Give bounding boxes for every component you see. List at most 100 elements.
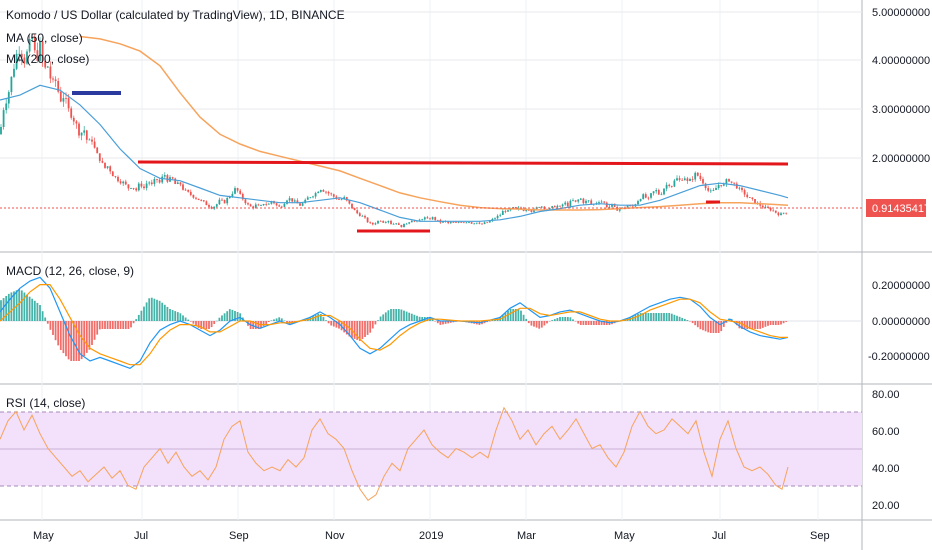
candle-body: [317, 191, 320, 194]
macd-hist-bar: [83, 321, 86, 356]
macd-hist-bar: [548, 321, 551, 322]
macd-hist-bar: [434, 321, 437, 322]
macd-hist-bar: [577, 321, 580, 324]
candle-body: [574, 200, 577, 202]
macd-hist-bar: [319, 314, 322, 321]
candle-body: [426, 217, 429, 219]
macd-hist-bar: [218, 317, 221, 321]
macd-hist-bar: [507, 310, 509, 321]
candle-body: [101, 160, 104, 163]
candle-body: [189, 191, 192, 195]
candle-body: [504, 211, 507, 212]
candle-body: [221, 199, 223, 201]
candle-body: [720, 185, 723, 186]
macd-hist-bar: [10, 292, 13, 321]
macd-hist-bar: [600, 321, 603, 325]
macd-hist-bar: [197, 321, 200, 328]
candle-body: [158, 179, 161, 183]
candle-body: [741, 187, 743, 191]
candle-body: [161, 176, 164, 183]
macd-hist-bar: [226, 311, 229, 321]
candle-body: [98, 153, 101, 161]
candle-body: [374, 223, 377, 225]
candle-body: [124, 181, 127, 185]
macd-hist-bar: [527, 321, 530, 324]
candle-body: [494, 218, 496, 220]
candle-body: [343, 197, 346, 200]
macd-hist-bar: [145, 302, 148, 321]
macd-hist-bar: [439, 321, 442, 325]
macd-hist-bar: [117, 321, 119, 329]
candle-body: [293, 200, 296, 202]
candle-body: [639, 199, 642, 202]
macd-hist-bar: [325, 320, 327, 321]
macd-hist-bar: [520, 310, 522, 321]
candle-body: [171, 177, 174, 179]
time-tick-jul-2018: Jul: [134, 530, 148, 542]
candle-body: [15, 53, 18, 69]
candle-body: [462, 222, 465, 224]
macd-hist-bar: [7, 293, 10, 321]
candle-body: [501, 211, 504, 215]
macd-hist-bar: [657, 313, 660, 321]
macd-hist-bar: [397, 309, 400, 321]
candle-body: [75, 121, 78, 124]
candle-body: [213, 206, 216, 209]
macd-hist-bar: [403, 310, 405, 321]
candle-body: [587, 200, 590, 202]
macd-hist-bar: [78, 321, 80, 361]
candle-body: [148, 182, 151, 184]
candle-body: [145, 183, 148, 189]
candle-body: [449, 222, 452, 224]
macd-hist-bar: [777, 321, 780, 325]
candle-body: [210, 206, 213, 209]
candle-body: [223, 200, 226, 204]
candle-body: [421, 219, 424, 221]
macd-hist-bar: [202, 321, 205, 329]
candle-body: [769, 207, 772, 211]
macd-hist-bar: [369, 321, 372, 333]
time-axis: May Jul Sep Nov 2019 Mar May Jul Sep: [33, 530, 830, 542]
candle-body: [59, 91, 62, 102]
candle-body: [96, 147, 99, 154]
macd-hist-bar: [579, 321, 582, 325]
candle-body: [202, 200, 205, 202]
macd-hist-bar: [236, 312, 239, 321]
candle-body: [31, 37, 34, 40]
candle-body: [70, 108, 73, 118]
candle-body: [13, 68, 15, 77]
macd-hist-bar: [582, 321, 585, 325]
macd-hist-bar: [592, 321, 595, 325]
signal-line: [0, 284, 788, 366]
macd-hist-bar: [75, 321, 78, 361]
legend-ma50: MA (50, close): [6, 31, 83, 45]
candle-body: [413, 220, 416, 222]
candle-body: [405, 223, 408, 225]
candle-body: [44, 60, 47, 68]
macd-hist-bar: [267, 321, 270, 322]
candle-body: [660, 194, 663, 196]
macd-hist-bar: [44, 317, 47, 321]
candle-body: [244, 199, 247, 204]
macd-hist-bar: [738, 321, 741, 329]
candle-body: [122, 181, 125, 184]
macd-hist-bar: [512, 309, 515, 321]
candle-body: [566, 202, 569, 207]
candle-body: [715, 188, 717, 190]
macd-hist-bar: [176, 312, 179, 321]
price-pane: [0, 0, 862, 250]
macd-hist-bar: [257, 321, 260, 329]
candle-body: [434, 217, 437, 220]
candle-body: [252, 206, 255, 208]
macd-hist-bar: [689, 321, 691, 322]
candle-body: [23, 57, 26, 64]
candle-body: [676, 178, 678, 181]
candle-body: [488, 220, 491, 223]
candle-body: [132, 188, 135, 189]
macd-hist-bar: [278, 317, 281, 321]
macd-hist-bar: [442, 321, 444, 325]
candle-body: [270, 201, 273, 204]
candle-body: [447, 221, 450, 224]
candle-body: [254, 204, 257, 208]
